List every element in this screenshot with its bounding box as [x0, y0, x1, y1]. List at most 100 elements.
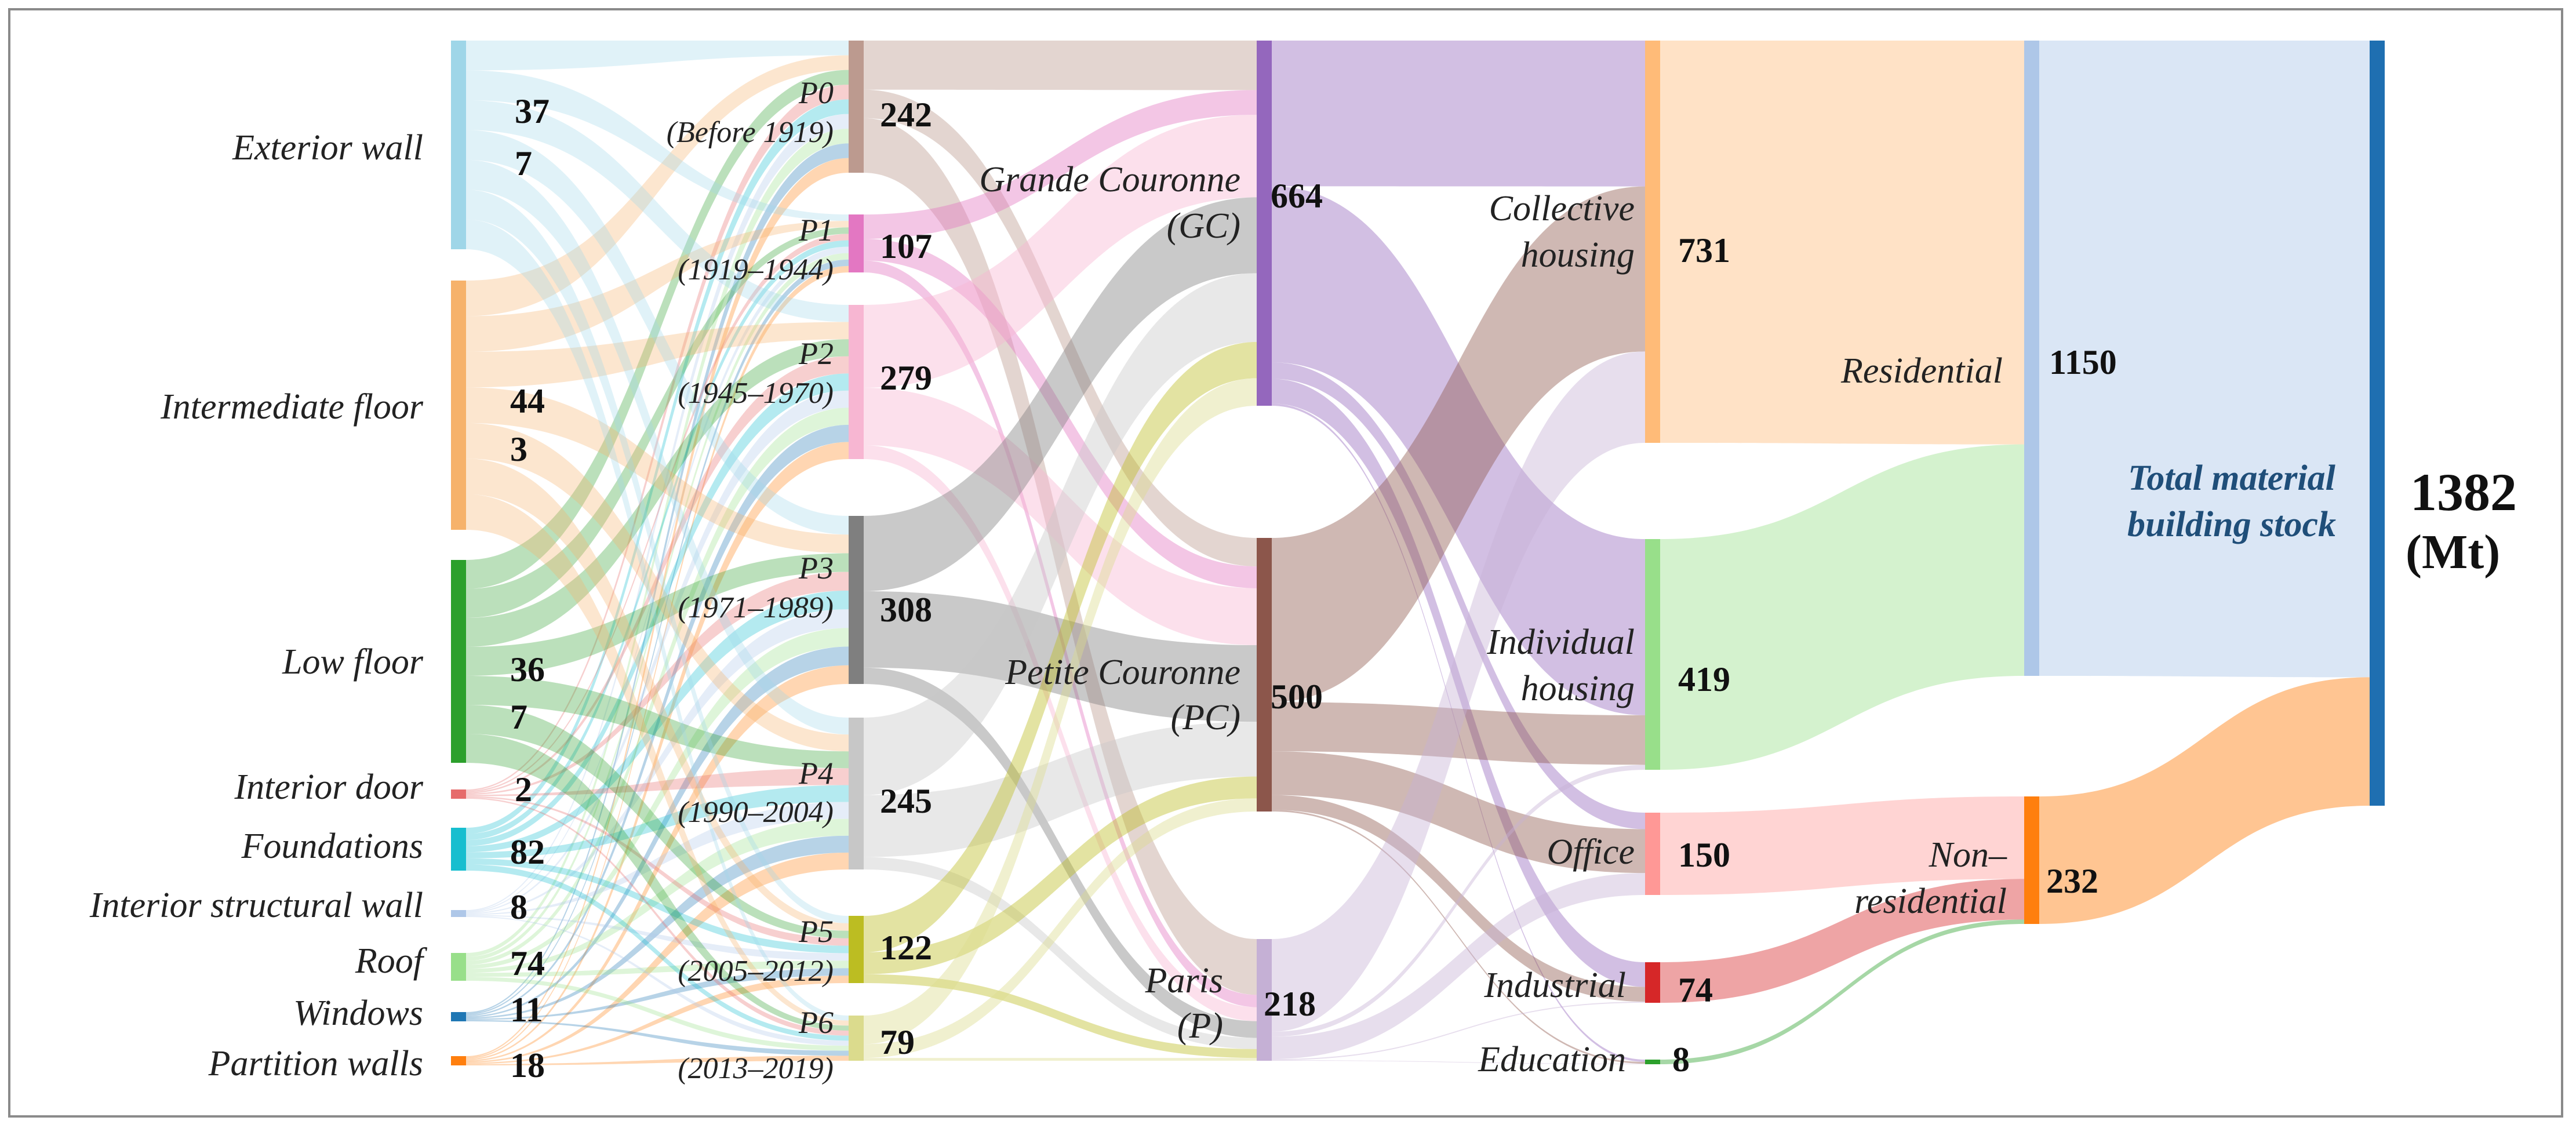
link-fd-p2 — [466, 373, 849, 846]
use-sub-collective: housing — [1521, 235, 1635, 275]
link-id-p2 — [466, 356, 849, 794]
node-ew — [451, 41, 466, 249]
link-pc-ih — [1272, 702, 1645, 765]
link-ew-p6 — [466, 219, 849, 1021]
link-wn-p2 — [466, 424, 849, 1016]
link-pw-p1 — [466, 265, 849, 1059]
total-column: Total material building stock 1382 (Mt) — [2127, 459, 2517, 579]
link-pw-p0 — [466, 158, 849, 1058]
link-isw-p4 — [466, 802, 849, 915]
period-sub-p5: (2005–2012) — [678, 955, 834, 988]
link-p0-gc — [864, 41, 1257, 90]
link-p4-pc — [864, 722, 1257, 857]
link-rf-p4 — [466, 818, 849, 973]
total-value: 1382 — [2410, 463, 2517, 522]
elements-column: Exterior wall 37 7 Intermediate floor 44… — [89, 92, 550, 1085]
element-value-intermediate-floor-2: 3 — [510, 430, 527, 468]
element-label-partition-walls: Partition walls — [208, 1044, 423, 1083]
total-unit: (Mt) — [2406, 525, 2500, 579]
link-p0-pc — [864, 89, 1257, 567]
link-p3-gc — [864, 197, 1257, 591]
element-value-partition-walls: 18 — [510, 1046, 545, 1085]
zone-sub-gc: (GC) — [1167, 206, 1240, 246]
total-label-line: Total material — [2128, 459, 2335, 498]
link-p6-pa — [864, 1058, 1257, 1061]
element-value-exterior-wall-1: 37 — [515, 92, 550, 130]
link-lf-p6 — [466, 734, 849, 1031]
link-id-p6 — [466, 797, 849, 1036]
node-if — [451, 281, 466, 530]
zone-sub-paris: (P) — [1177, 1006, 1223, 1046]
link-lf-p1 — [466, 227, 849, 618]
link-gc-of — [1272, 362, 1645, 829]
period-label-p4: P4 — [798, 756, 834, 791]
element-value-low-floor-1: 36 — [510, 650, 545, 689]
link-fd-p3 — [466, 590, 849, 853]
element-label-exterior-wall: Exterior wall — [232, 128, 423, 168]
diagram-frame — [8, 8, 2563, 1118]
link-ew-p5 — [466, 190, 849, 923]
link-if-p0 — [466, 55, 849, 316]
link-isw-p0 — [466, 114, 849, 911]
element-label-intermediate-floor: Intermediate floor — [160, 387, 424, 427]
link-isw-p2 — [466, 390, 849, 914]
node-p4 — [849, 718, 864, 869]
period-label-p6: P6 — [798, 1005, 834, 1040]
link-res-total — [2039, 41, 2370, 678]
node-p2 — [849, 305, 864, 459]
link-fd-p5 — [466, 858, 849, 954]
link-id-p3 — [466, 572, 849, 795]
use-sub-individual: housing — [1521, 669, 1635, 708]
link-p5-gc — [864, 341, 1257, 952]
link-of-nres — [1660, 796, 2024, 895]
zone-label-gc: Grande Couronne — [979, 160, 1240, 199]
link-lf-p3 — [466, 553, 849, 676]
period-value-p1: 107 — [880, 227, 932, 265]
link-wn-p0 — [466, 143, 849, 1014]
link-gc-in — [1272, 379, 1645, 987]
period-label-p1: P1 — [798, 213, 834, 248]
node-gc — [1257, 41, 1272, 406]
period-sub-p2: (1945–1970) — [678, 377, 834, 410]
node-pw — [451, 1056, 466, 1065]
element-value-roof: 74 — [510, 944, 545, 983]
link-wn-p4 — [466, 835, 849, 1019]
link-rf-p6 — [466, 977, 849, 1051]
node-of — [1645, 813, 1660, 895]
link-ed-nres — [1660, 919, 2024, 1064]
link-id-p1 — [466, 234, 849, 792]
use-value-individual: 419 — [1678, 660, 1730, 698]
use-value-collective: 731 — [1678, 231, 1730, 270]
node-ch — [1645, 41, 1660, 443]
use-value-office: 150 — [1678, 836, 1730, 874]
element-label-roof: Roof — [355, 941, 428, 981]
link-ew-p3 — [466, 130, 849, 535]
period-sub-p6: (2013–2019) — [678, 1052, 834, 1085]
link-ew-p1 — [466, 70, 849, 221]
total-label-line: building stock — [2127, 505, 2336, 544]
link-p4-pa — [864, 857, 1257, 1049]
link-rf-p3 — [466, 628, 849, 969]
node-p5 — [849, 916, 864, 983]
element-label-interior-door: Interior door — [234, 767, 424, 807]
link-if-p4 — [466, 423, 849, 752]
link-isw-p1 — [466, 246, 849, 912]
link-fd-p6 — [466, 864, 849, 1041]
link-nres-total — [2039, 677, 2370, 924]
link-gc-ch — [1272, 41, 1645, 187]
link-p5-pa — [864, 974, 1257, 1058]
link-rf-p2 — [466, 407, 849, 965]
link-p2-pc — [864, 388, 1257, 646]
zone-value-paris: 218 — [1264, 985, 1316, 1023]
zone-label-pc: Petite Couronne — [1005, 653, 1240, 692]
sector-value-nonresidential: 232 — [2046, 862, 2098, 900]
link-if-p2 — [466, 322, 849, 388]
period-value-p4: 245 — [880, 782, 932, 820]
period-label-p0: P0 — [798, 75, 834, 110]
element-label-foundations: Foundations — [241, 827, 423, 866]
links-layer — [466, 41, 2370, 1065]
link-p4-gc — [864, 273, 1257, 795]
link-lf-p2 — [466, 339, 849, 647]
link-pw-p4 — [466, 852, 849, 1063]
